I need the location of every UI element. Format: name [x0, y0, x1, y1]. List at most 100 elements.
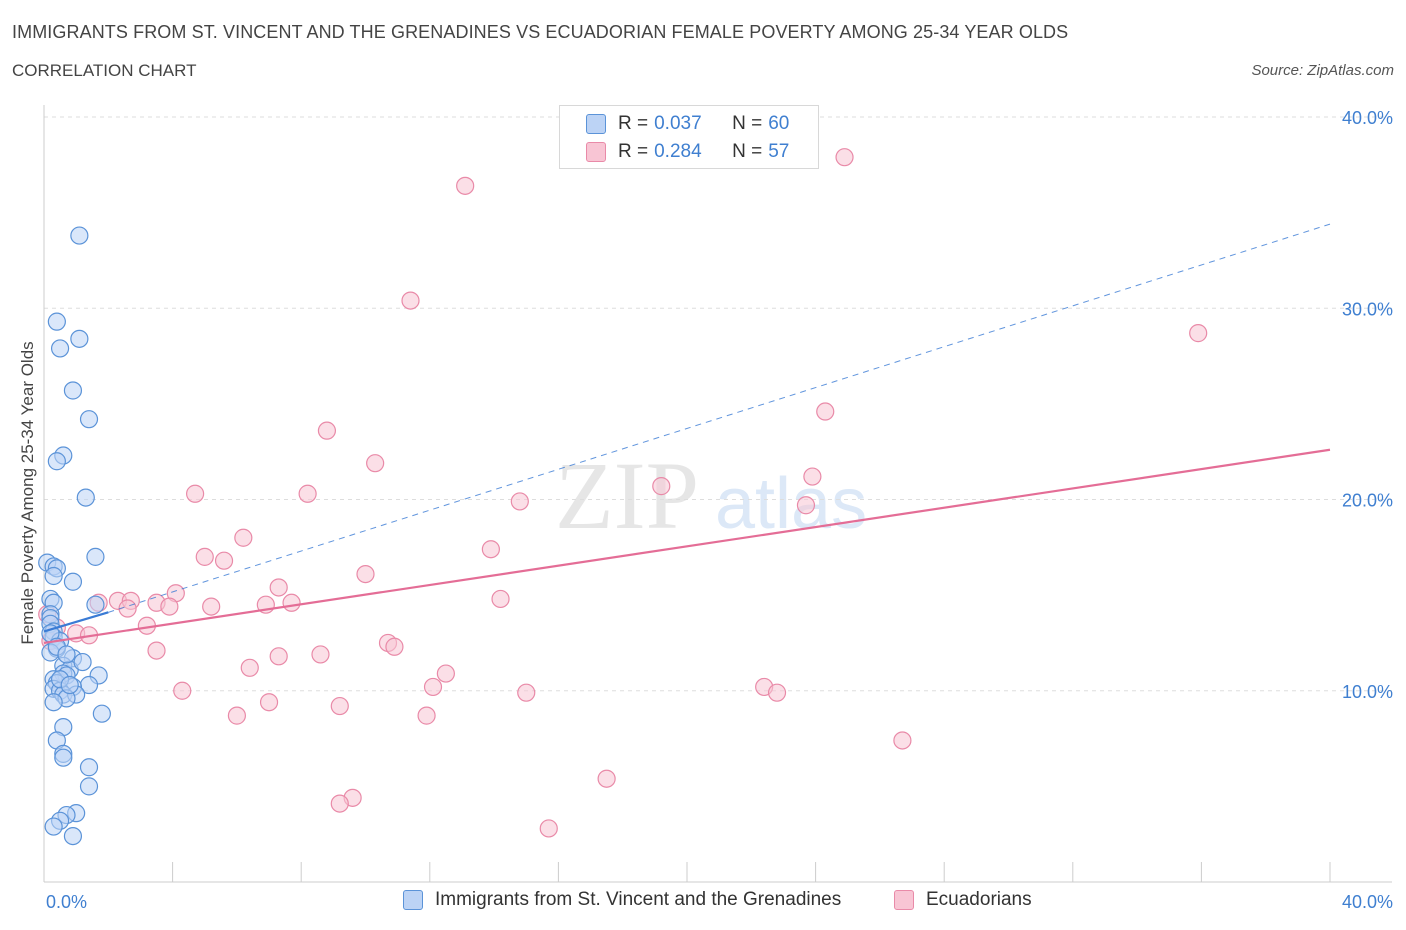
ecuadorians-point [767, 683, 787, 702]
r-value: 0.284 [654, 141, 702, 162]
legend-swatch-blue [586, 114, 606, 134]
ecuadorians-points [38, 148, 1208, 838]
ecuadorians-point [259, 693, 279, 712]
ecuadorians-point [401, 291, 420, 310]
tick-labels: 10.0% 20.0% 30.0% 40.0% 0.0% 40.0% [46, 108, 1393, 912]
ecuadorians-point [234, 528, 253, 547]
r-label: R = [618, 113, 649, 134]
ecuadorians-trend-line [43, 448, 1331, 645]
st-vincent-point [92, 704, 111, 723]
ecuadorians-point [491, 589, 510, 609]
ecuadorians-point [481, 540, 500, 559]
ecuadorians-point [517, 683, 536, 702]
ecuadorians-point [803, 467, 822, 486]
y-tick-label: 20.0% [1342, 491, 1393, 511]
gridlines [44, 116, 1392, 692]
st-vincent-point [70, 226, 89, 245]
ecuadorians-point [195, 547, 214, 566]
st-vincent-point [60, 675, 79, 695]
st-vincent-point [79, 777, 99, 796]
legend-swatch-blue [403, 890, 423, 910]
ecuadorians-point [816, 402, 835, 421]
ecuadorians-point [436, 664, 455, 683]
y-tick-label: 40.0% [1342, 108, 1393, 128]
st-vincent-point [63, 381, 83, 400]
n-value: 57 [768, 141, 790, 162]
ecuadorians-point [298, 484, 317, 503]
chart-subtitle: CORRELATION CHART [12, 61, 197, 80]
st-vincent-points [38, 226, 111, 846]
st-vincent-trend-extension [108, 223, 1331, 613]
source-label: Source: ZipAtlas.com [1251, 62, 1394, 79]
ecuadorians-point [186, 484, 205, 503]
ecuadorians-point [893, 731, 912, 750]
st-vincent-point [76, 488, 95, 507]
st-vincent-point [50, 339, 70, 358]
stats-row-pink: R = 0.284 N = 57 [586, 140, 789, 164]
st-vincent-point [86, 595, 105, 614]
legend-swatch-pink [894, 890, 914, 910]
legend-item-st-vincent: Immigrants from St. Vincent and the Gren… [403, 889, 841, 911]
y-tick-label: 30.0% [1342, 299, 1393, 319]
ecuadorians-point [147, 641, 166, 660]
axes [43, 105, 1392, 883]
x-tick-label: 0.0% [46, 892, 87, 912]
y-tick-label: 10.0% [1342, 682, 1393, 702]
ecuadorians-point [385, 637, 404, 656]
ecuadorians-point [269, 578, 288, 597]
n-label: N = [732, 113, 763, 134]
series-legend: Immigrants from St. Vincent and the Gren… [0, 889, 1406, 915]
ecuadorians-point [311, 645, 330, 664]
st-vincent-point [79, 758, 99, 777]
st-vincent-point [73, 652, 92, 672]
ecuadorians-point [366, 454, 385, 473]
ecuadorians-point [456, 176, 475, 195]
ecuadorians-point [227, 706, 246, 725]
x-tick-label: 40.0% [1342, 892, 1393, 912]
ecuadorians-point [282, 593, 301, 612]
r-label: R = [618, 141, 649, 162]
n-value: 60 [768, 113, 790, 134]
ecuadorians-point [796, 496, 816, 515]
st-vincent-point [44, 693, 63, 712]
ecuadorians-point [214, 551, 234, 570]
n-label: N = [732, 141, 763, 162]
ecuadorians-point [269, 647, 288, 666]
ecuadorians-point [417, 706, 436, 725]
st-vincent-trend-line [43, 611, 109, 633]
ecuadorians-point [539, 819, 558, 838]
stats-row-blue: R = 0.037 N = 60 [586, 112, 789, 136]
ecuadorians-point [202, 597, 221, 616]
ecuadorians-point [173, 681, 192, 700]
ecuadorians-point [160, 597, 179, 616]
ecuadorians-point [330, 696, 349, 716]
stats-legend: R = 0.037 N = 60 R = 0.284 N = 57 [559, 105, 819, 169]
st-vincent-point [86, 547, 105, 566]
st-vincent-point [63, 572, 83, 591]
ecuadorians-point [652, 477, 671, 496]
ecuadorians-point [356, 564, 375, 584]
st-vincent-point [47, 452, 66, 471]
legend-label-st-vincent: Immigrants from St. Vincent and the Gren… [435, 889, 842, 910]
ecuadorians-point [1189, 324, 1208, 343]
legend-swatch-pink [586, 142, 606, 162]
st-vincent-point [57, 645, 76, 664]
ecuadorians-point [423, 677, 443, 697]
chart-title: IMMIGRANTS FROM ST. VINCENT AND THE GREN… [12, 22, 1069, 42]
st-vincent-point [79, 410, 99, 429]
r-value: 0.037 [654, 113, 702, 134]
st-vincent-point [44, 817, 63, 836]
st-vincent-point [54, 748, 73, 767]
ecuadorians-point [597, 769, 616, 788]
ecuadorians-point [510, 492, 529, 511]
st-vincent-point [63, 826, 83, 846]
legend-item-ecuadorians: Ecuadorians [894, 889, 1032, 911]
ecuadorians-point [240, 658, 259, 677]
ecuadorians-point [317, 421, 337, 440]
trend-lines [43, 223, 1331, 645]
ecuadorians-point [330, 794, 349, 813]
st-vincent-point [47, 312, 66, 331]
ecuadorians-point [835, 148, 854, 167]
st-vincent-point [44, 566, 63, 586]
